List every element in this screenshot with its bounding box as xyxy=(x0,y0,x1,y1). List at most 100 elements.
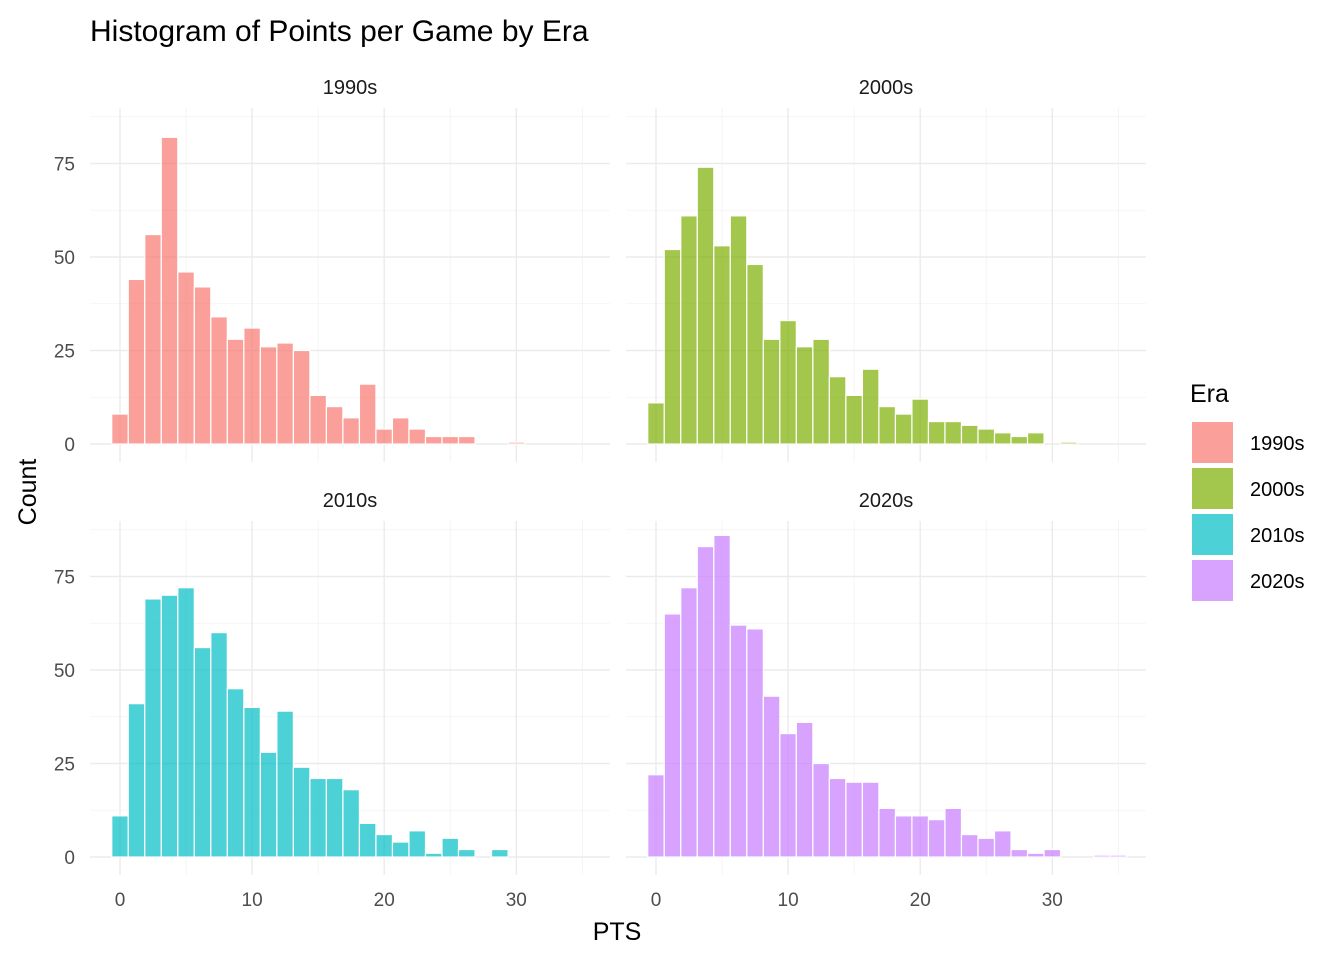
histogram-bar xyxy=(325,777,344,858)
legend-items: 1990s 2000s 2010s 2020s xyxy=(1192,422,1305,601)
histogram-bar xyxy=(177,271,195,445)
histogram-bar xyxy=(490,848,509,858)
legend-key-2020s xyxy=(1192,560,1233,601)
legend-key-2010s xyxy=(1192,514,1233,555)
y-tick-label: 75 xyxy=(54,155,75,176)
histogram-bar xyxy=(144,233,162,445)
legend-label: 2010s xyxy=(1250,525,1305,547)
histogram-bar xyxy=(127,278,146,445)
histogram-bar xyxy=(358,822,377,858)
legend-label: 2020s xyxy=(1250,571,1305,593)
histogram-bar xyxy=(111,413,129,445)
x-tick-label: 0 xyxy=(115,890,126,911)
histogram-bar xyxy=(960,833,979,858)
x-tick-label: 30 xyxy=(1042,890,1063,911)
histogram-bar xyxy=(828,376,847,445)
histogram-bar xyxy=(276,710,294,858)
histogram-bar xyxy=(259,346,278,445)
histogram-bar xyxy=(762,695,781,858)
histogram-bar xyxy=(663,248,682,445)
histogram-bar xyxy=(408,428,427,445)
histogram-bar xyxy=(441,435,460,445)
histogram-bar xyxy=(259,751,278,858)
histogram-bar xyxy=(309,394,328,445)
histogram-bar xyxy=(375,428,394,445)
histogram-bar xyxy=(226,688,245,858)
histogram-bar xyxy=(746,628,764,858)
histogram-bar xyxy=(927,818,946,858)
histogram-bar xyxy=(746,263,764,445)
x-tick-label: 20 xyxy=(374,890,395,911)
x-tick-label: 10 xyxy=(242,890,263,911)
histogram-bar xyxy=(927,420,946,445)
y-tick-label: 0 xyxy=(64,435,75,456)
histogram-bar xyxy=(944,807,963,858)
histogram-bar xyxy=(845,394,864,445)
legend-label: 2000s xyxy=(1250,479,1305,501)
histogram-bar xyxy=(911,815,930,858)
histogram-bar xyxy=(878,406,897,445)
chart-title: Histogram of Points per Game by Era xyxy=(90,15,589,48)
histogram-bar xyxy=(1109,854,1128,858)
histogram-bar xyxy=(276,342,294,445)
histogram-bar xyxy=(193,286,212,445)
histogram-bar xyxy=(391,417,410,445)
histogram-bar xyxy=(828,777,847,858)
histogram-bar xyxy=(894,413,913,445)
histogram-bar xyxy=(812,762,830,858)
y-tick-label: 25 xyxy=(54,342,75,363)
histogram-bar xyxy=(226,338,245,445)
histogram-bar xyxy=(391,841,410,858)
x-tick-label: 0 xyxy=(651,890,662,911)
histogram-bar xyxy=(457,848,476,858)
y-tick-label: 50 xyxy=(54,248,75,269)
histogram-bar xyxy=(680,587,698,858)
histogram-bar xyxy=(993,432,1012,445)
facet-panel-1990s: 1990s 0 25 50 75 xyxy=(54,77,610,462)
histogram-bar xyxy=(358,383,377,445)
facet-panel-2000s: 2000s xyxy=(626,77,1146,462)
histogram-bar xyxy=(845,781,864,858)
histogram-bar xyxy=(680,215,698,445)
histogram-bar xyxy=(292,766,311,858)
x-axis-title: PTS xyxy=(593,918,642,946)
legend-key-2000s xyxy=(1192,468,1233,509)
histogram-bar xyxy=(663,613,682,858)
histogram-bar xyxy=(457,435,476,445)
histogram-bar xyxy=(243,706,261,858)
histogram-bar xyxy=(111,815,129,858)
histogram-bar xyxy=(243,327,261,445)
histogram-bar xyxy=(861,781,880,858)
histogram-bar xyxy=(729,215,748,445)
histogram-bar xyxy=(779,319,797,445)
histogram-bar xyxy=(713,245,731,445)
legend-label: 1990s xyxy=(1250,433,1305,455)
histogram-bar xyxy=(193,646,212,858)
histogram-bar xyxy=(1010,848,1029,858)
legend-title: Era xyxy=(1190,380,1229,408)
histogram-bar xyxy=(1026,432,1045,445)
histogram-bar xyxy=(127,703,146,858)
histogram-bar xyxy=(795,346,814,445)
histogram-bar xyxy=(325,406,344,445)
histogram-bar xyxy=(647,774,665,858)
x-tick-label: 30 xyxy=(506,890,527,911)
histogram-bar xyxy=(977,428,996,445)
facet-panel-2010s: 2010s 0 25 50 75 0 10 20 30 xyxy=(54,490,610,911)
histogram-bar xyxy=(210,631,228,858)
facet-strip-label: 2010s xyxy=(323,490,378,512)
histogram-bar xyxy=(647,402,665,445)
histogram-bar xyxy=(342,789,361,858)
histogram-bar xyxy=(342,417,361,445)
x-tick-label: 10 xyxy=(778,890,799,911)
histogram-bar xyxy=(375,833,394,858)
y-tick-label: 50 xyxy=(54,661,75,682)
histogram-bar xyxy=(878,807,897,858)
histogram-bar xyxy=(894,815,913,858)
histogram-bar xyxy=(993,830,1012,858)
facet-strip-label: 2000s xyxy=(859,77,914,99)
facet-strip-label: 2020s xyxy=(859,490,914,512)
legend-key-1990s xyxy=(1192,422,1233,463)
